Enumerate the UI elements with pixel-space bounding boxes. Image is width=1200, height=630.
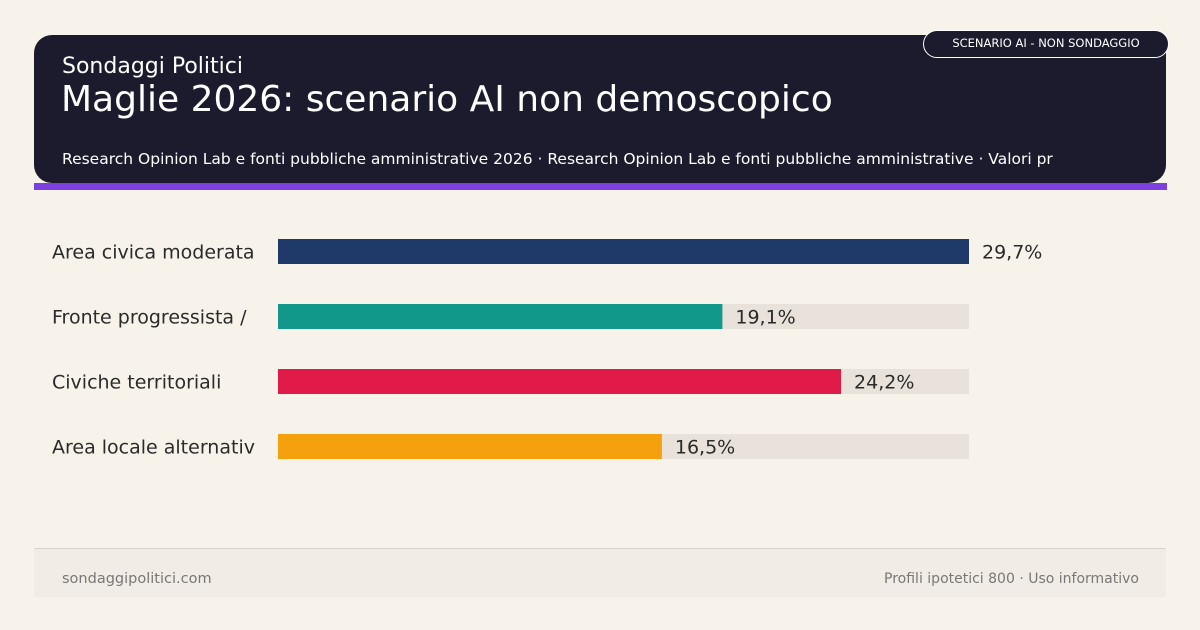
bar [278,434,662,459]
source-note: Research Opinion Lab e fonti pubbliche a… [62,150,1053,168]
footer: sondaggipolitici.com Profili ipotetici 8… [34,548,1166,597]
header-kicker: Sondaggi Politici [62,54,243,79]
category-label: Fronte progressista / [52,307,247,329]
bar [278,304,723,329]
scenario-badge: SCENARIO AI - NON SONDAGGIO [923,30,1169,58]
chart-title: Maglie 2026: scenario AI non demoscopico [61,79,833,120]
bar [278,369,842,394]
value-label: 19,1% [735,307,795,329]
footer-site-link[interactable]: sondaggipolitici.com [62,571,212,587]
category-label: Civiche territoriali [52,372,221,394]
category-label: Area locale alternativ [52,437,255,459]
value-label: 16,5% [675,437,735,459]
bar [278,239,969,264]
category-label: Area civica moderata [52,242,255,264]
chart-header: Sondaggi Politici Maglie 2026: scenario … [34,35,1166,183]
value-label: 29,7% [982,242,1042,264]
value-label: 24,2% [854,372,914,394]
footer-note: Profili ipotetici 800 · Uso informativo [884,571,1139,587]
header-accent-bar [34,183,1167,190]
